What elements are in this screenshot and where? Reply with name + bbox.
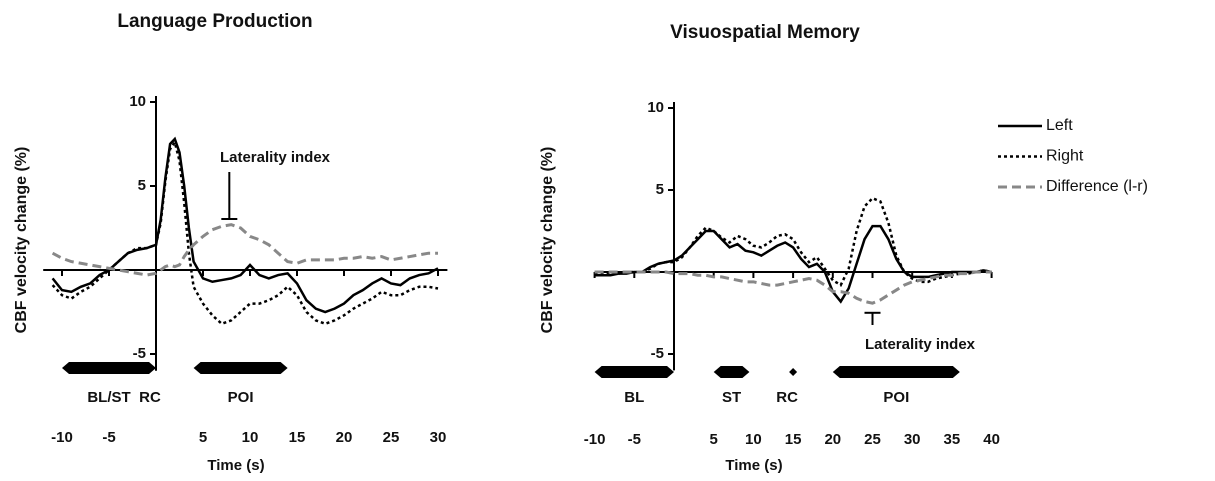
period-label: POI <box>228 389 254 406</box>
period-bar <box>62 362 156 374</box>
x-tick-label: 40 <box>983 431 1000 448</box>
x-axis-title: Time (s) <box>207 457 264 474</box>
x-tick-label: 5 <box>710 431 718 448</box>
y-tick-label: 5 <box>656 181 664 198</box>
period-label: RC <box>776 389 798 406</box>
y-tick-label: 5 <box>138 177 146 194</box>
period-label: RC <box>139 389 161 406</box>
y-tick-label: -5 <box>133 345 146 362</box>
data-line <box>51 223 438 277</box>
y-tick-label: 10 <box>129 93 146 110</box>
x-tick-label: -10 <box>584 431 606 448</box>
period-marker <box>789 368 798 376</box>
x-tick-label: -5 <box>628 431 641 448</box>
x-tick-label: 20 <box>336 429 353 446</box>
x-tick-label: 25 <box>864 431 881 448</box>
legend-label: Difference (l-r) <box>1046 178 1148 195</box>
x-tick-label: 20 <box>824 431 841 448</box>
data-line <box>594 270 992 305</box>
legend-label: Right <box>1046 148 1084 165</box>
x-tick-label: 10 <box>745 431 762 448</box>
y-axis-title: CBF velocity change (%) <box>539 147 556 334</box>
annotation-text: Laterality index <box>220 149 331 166</box>
x-axis-title: Time (s) <box>725 457 782 474</box>
annotation-text: Laterality index <box>865 336 976 353</box>
x-tick-label: 25 <box>383 429 400 446</box>
x-tick-label: 10 <box>242 429 259 446</box>
y-tick-label: 10 <box>647 99 664 116</box>
x-tick-label: -10 <box>51 429 73 446</box>
period-bar <box>193 362 288 374</box>
period-bar <box>594 366 674 378</box>
period-bar <box>713 366 750 378</box>
x-tick-label: 15 <box>785 431 802 448</box>
data-line <box>594 224 992 304</box>
period-label: ST <box>722 389 741 406</box>
y-tick-label: -5 <box>651 345 664 362</box>
x-tick-label: 15 <box>289 429 306 446</box>
x-tick-label: 30 <box>430 429 447 446</box>
period-label: BL <box>624 389 644 406</box>
x-tick-label: -5 <box>102 429 115 446</box>
legend-label: Left <box>1046 117 1073 134</box>
chart-title: Visuospatial Memory <box>670 22 860 43</box>
data-line <box>594 196 992 287</box>
chart-title: Language Production <box>117 11 312 32</box>
data-line <box>51 139 439 326</box>
period-bar <box>832 366 960 378</box>
period-label: POI <box>883 389 909 406</box>
x-tick-label: 35 <box>944 431 961 448</box>
x-tick-label: 30 <box>904 431 921 448</box>
period-label: BL/ST <box>87 389 130 406</box>
x-tick-label: 5 <box>199 429 207 446</box>
y-axis-title: CBF velocity change (%) <box>13 147 30 334</box>
